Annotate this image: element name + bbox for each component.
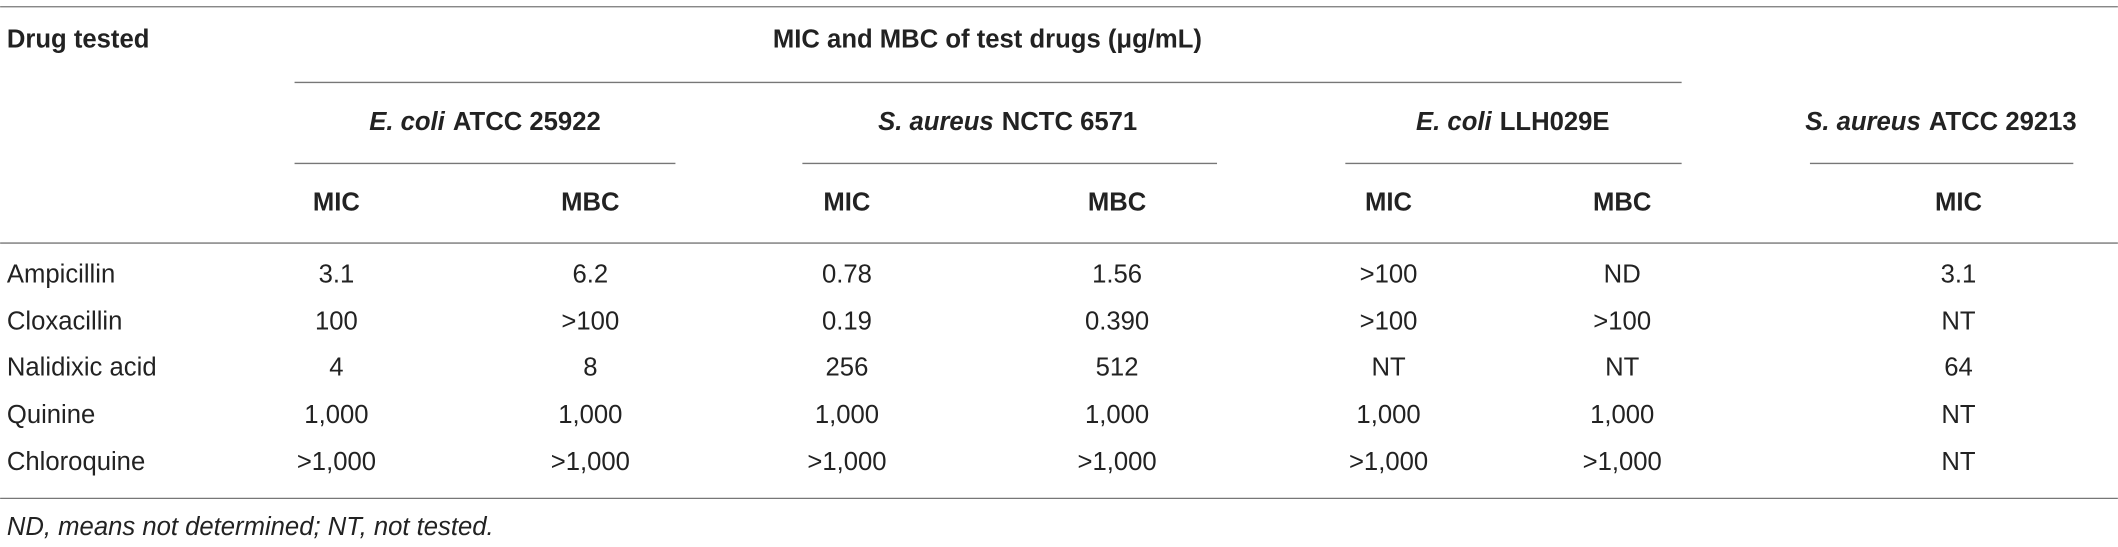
row-label: Ampicillin <box>7 260 115 288</box>
cell: 6.2 <box>572 260 608 288</box>
cell: >1,000 <box>1349 448 1428 476</box>
cell: 512 <box>1096 353 1139 381</box>
strain: LLH029E <box>1500 108 1610 136</box>
subheader: MIC <box>1365 189 1412 217</box>
subheader: MIC <box>823 189 870 217</box>
footnote: ND, means not determined; NT, not tested… <box>7 513 494 541</box>
cell: 4 <box>329 353 343 381</box>
cell: 1,000 <box>1356 401 1420 429</box>
cell: 0.78 <box>822 260 872 288</box>
species: E. coli <box>1416 108 1492 136</box>
header-cell: MIC and MBC of test drugs (μg/mL) <box>773 25 1202 53</box>
cell: >100 <box>1360 260 1418 288</box>
cell: NT <box>1941 308 1976 336</box>
cell: 8 <box>583 353 597 381</box>
cell: 256 <box>826 353 869 381</box>
cell: ND <box>1604 260 1641 288</box>
cell: 1,000 <box>1590 401 1654 429</box>
group-header: E. coli LLH029E <box>1416 108 1609 136</box>
cell: >1,000 <box>297 448 376 476</box>
subheader: MBC <box>1088 189 1146 217</box>
strain: ATCC 29213 <box>1929 108 2077 136</box>
cell: 1,000 <box>1085 401 1149 429</box>
cell: 1,000 <box>304 401 368 429</box>
group-header: S. aureus NCTC 6571 <box>878 108 1137 136</box>
row-label: Quinine <box>7 401 95 429</box>
cell: NT <box>1941 448 1976 476</box>
group-header: S. aureus ATCC 29213 <box>1805 108 2076 136</box>
species: S. aureus <box>1805 108 1921 136</box>
cell: NT <box>1605 353 1640 381</box>
cell: >100 <box>1360 308 1418 336</box>
cell: 3.1 <box>1941 260 1977 288</box>
group-header: E. coli ATCC 25922 <box>369 108 601 136</box>
cell: >1,000 <box>551 448 630 476</box>
row-label: Nalidixic acid <box>7 353 157 381</box>
cell: >100 <box>561 308 619 336</box>
cell: >1,000 <box>1583 448 1662 476</box>
cell: >100 <box>1593 308 1651 336</box>
cell: 0.390 <box>1085 308 1149 336</box>
strain: NCTC 6571 <box>1002 108 1137 136</box>
subheader: MBC <box>561 189 619 217</box>
row-label: Cloxacillin <box>7 308 123 336</box>
cell: 3.1 <box>319 260 355 288</box>
cell: 0.19 <box>822 308 872 336</box>
cell: 100 <box>315 308 358 336</box>
cell: >1,000 <box>1077 448 1156 476</box>
header-cell: Drug tested <box>7 25 150 53</box>
strain: ATCC 25922 <box>453 108 601 136</box>
subheader: MIC <box>1935 189 1982 217</box>
species: S. aureus <box>878 108 994 136</box>
cell: 1.56 <box>1092 260 1142 288</box>
cell: 1,000 <box>558 401 622 429</box>
cell: NT <box>1941 401 1976 429</box>
row-label: Chloroquine <box>7 448 145 476</box>
cell: 1,000 <box>815 401 879 429</box>
cell: NT <box>1371 353 1406 381</box>
cell: 64 <box>1944 353 1973 381</box>
cell: >1,000 <box>807 448 886 476</box>
species: E. coli <box>369 108 445 136</box>
subheader: MIC <box>313 189 360 217</box>
subheader: MBC <box>1593 189 1651 217</box>
